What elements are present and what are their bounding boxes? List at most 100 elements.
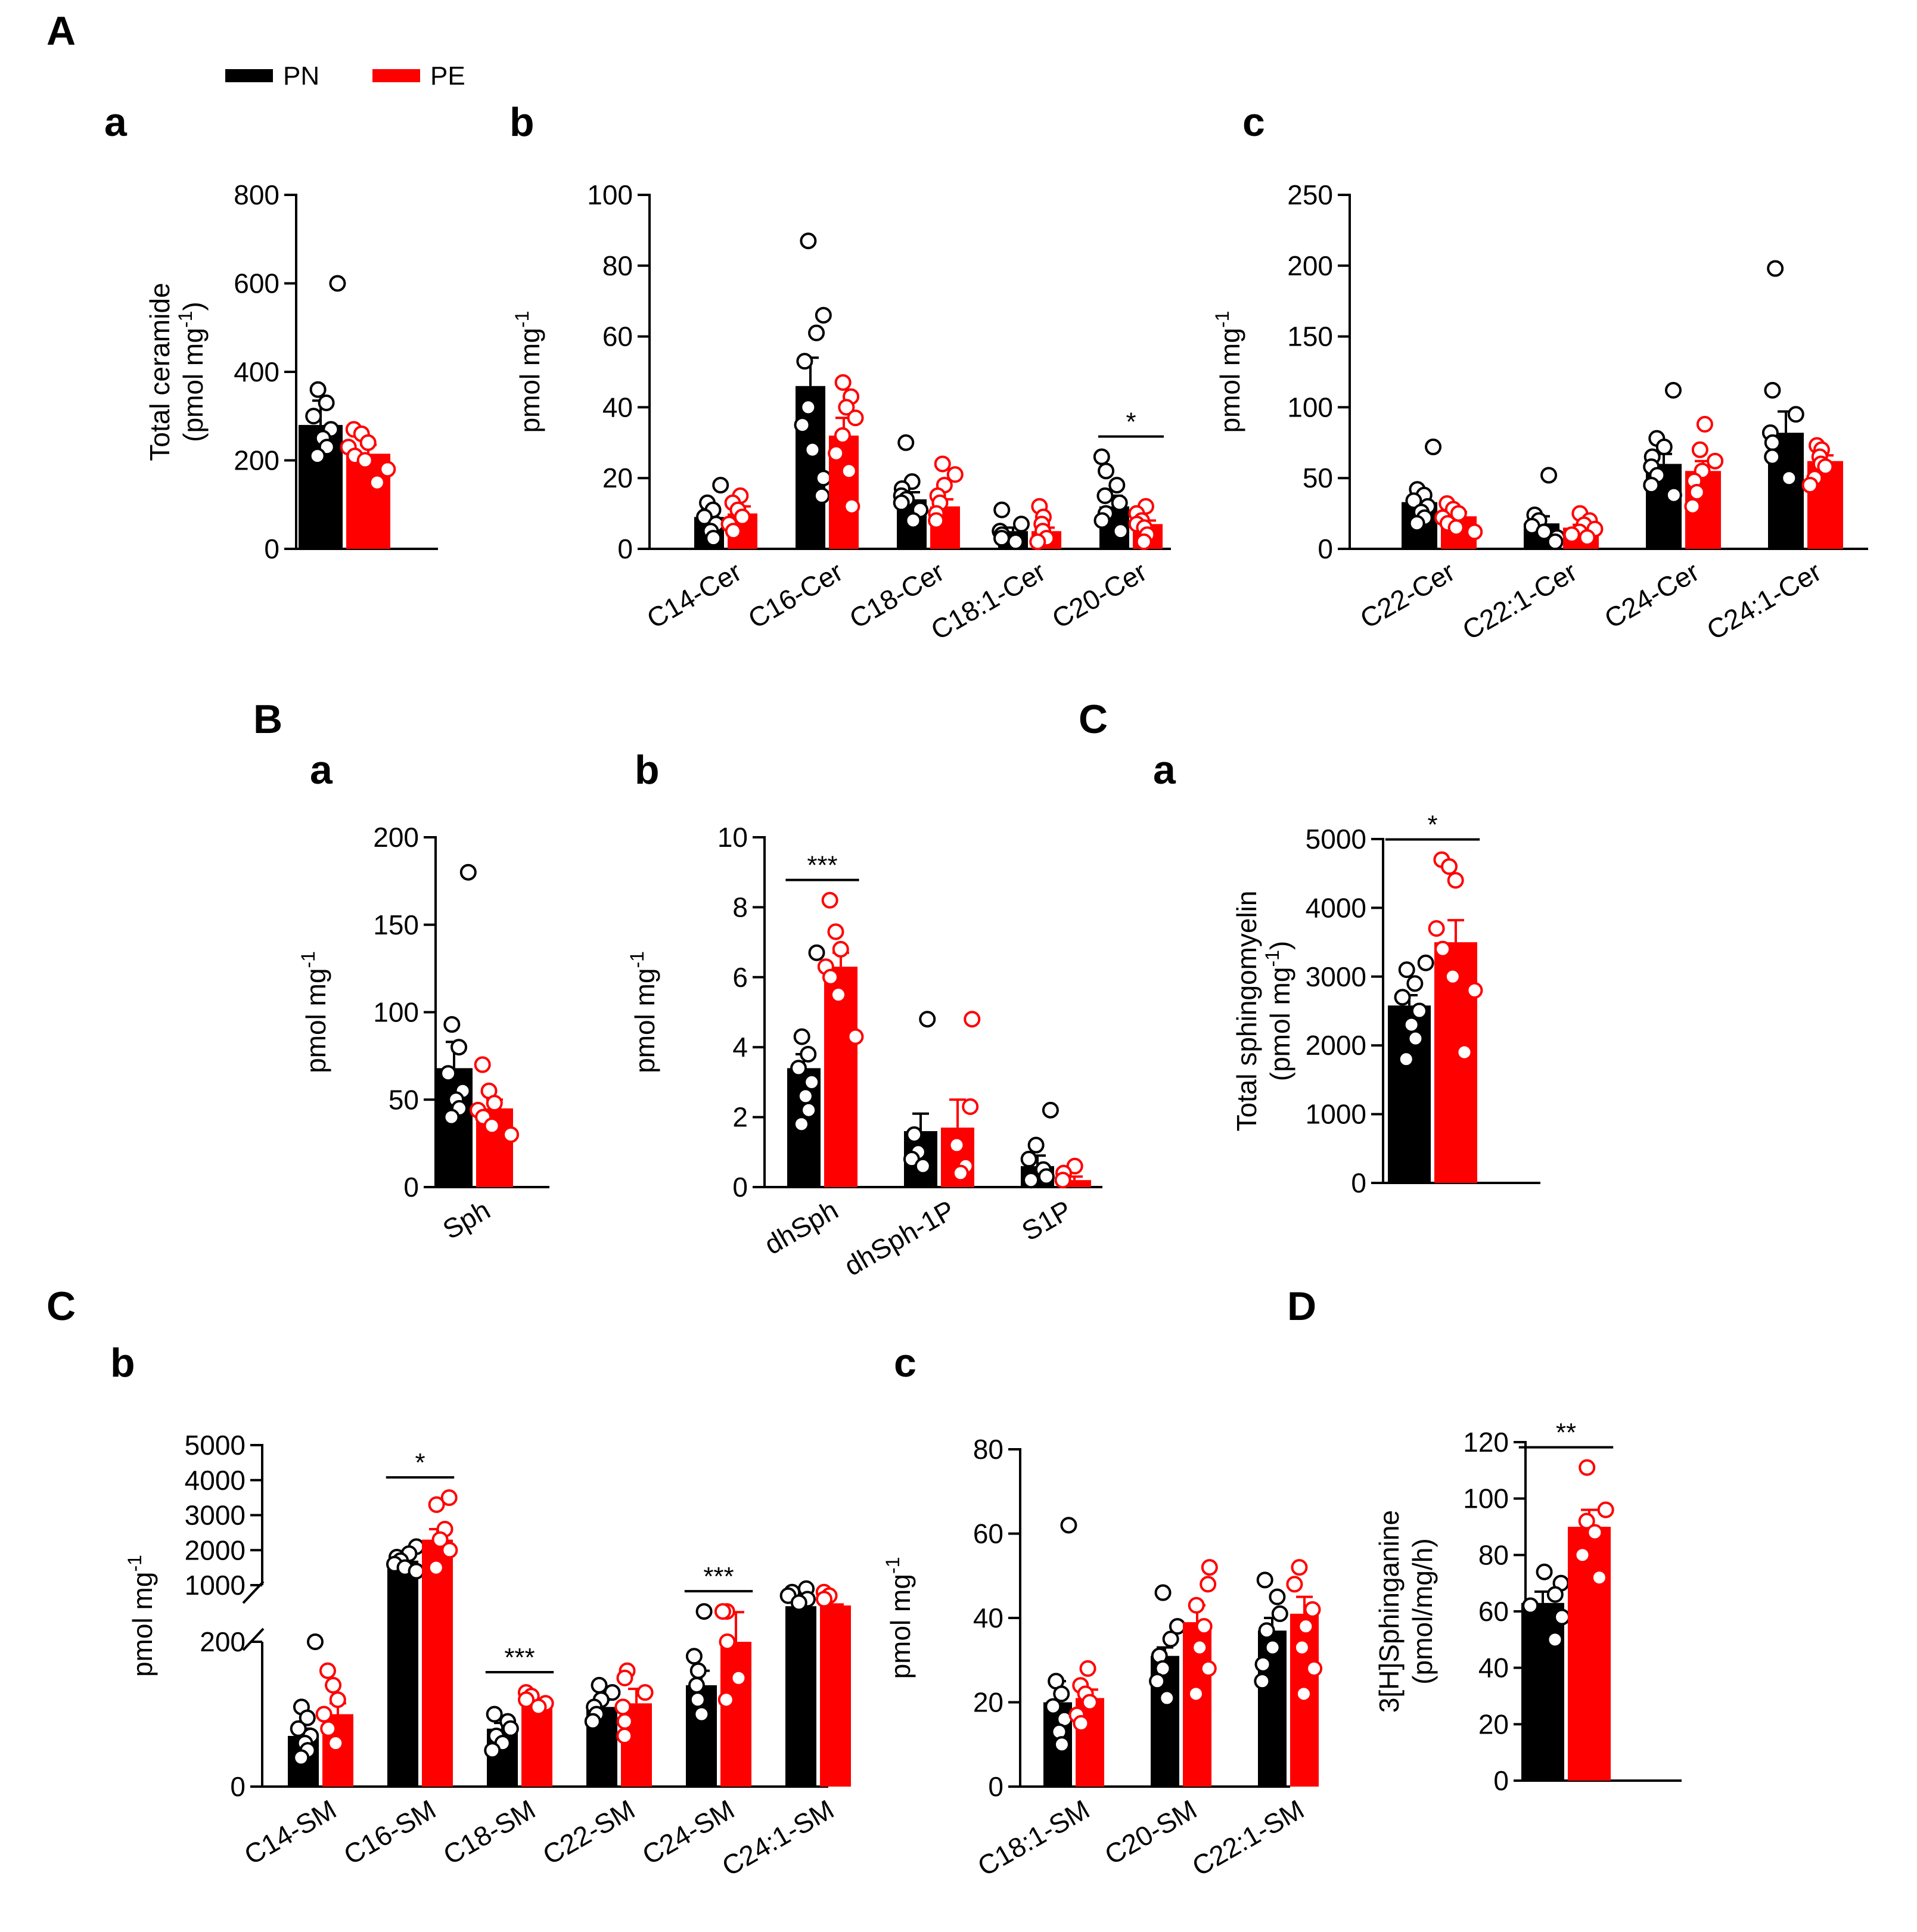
data-point-PN xyxy=(705,530,722,547)
data-point-PE xyxy=(616,1713,633,1730)
data-point-PE xyxy=(1563,526,1580,543)
data-point-PN xyxy=(906,1126,923,1143)
data-point-PN xyxy=(1023,1172,1040,1189)
data-point-PE xyxy=(928,512,945,529)
data-point-PE xyxy=(734,508,751,526)
data-point-PN xyxy=(306,1633,324,1650)
bar-PE-D xyxy=(1568,1527,1611,1781)
data-point-PN xyxy=(800,399,817,416)
data-point-PE xyxy=(1291,1559,1308,1576)
data-point-PN xyxy=(1764,434,1781,451)
data-point-PN xyxy=(1546,1586,1564,1603)
data-point-PN xyxy=(443,1016,461,1033)
data-point-PN xyxy=(790,1594,807,1611)
data-point-PE xyxy=(829,986,847,1004)
category-label: C18-SM xyxy=(438,1794,540,1871)
chart-Aa: 0 200 400 600 800 Total ceramide (pmol mg-1) xyxy=(144,179,438,564)
data-point-PE xyxy=(1447,519,1465,536)
y-tick-label: 0 xyxy=(1351,1167,1366,1198)
data-point-PN xyxy=(808,944,825,961)
data-point-PN xyxy=(1042,1101,1059,1119)
y-tick-label: 0 xyxy=(1318,533,1333,564)
bar-PE-S1P xyxy=(1058,1180,1091,1187)
data-point-PE xyxy=(518,1691,535,1709)
data-point-PE xyxy=(1073,1714,1090,1732)
y-tick-label: 200 xyxy=(200,1626,246,1657)
data-point-PN xyxy=(695,1603,713,1620)
data-point-PE xyxy=(1441,858,1458,875)
y-tick-label: 2000 xyxy=(1306,1030,1366,1061)
data-point-PN xyxy=(1403,1016,1420,1033)
y-tick-label: 80 xyxy=(602,250,633,281)
data-point-PN xyxy=(329,275,346,292)
category-label: C16-Cer xyxy=(742,556,848,635)
y-tick-label: 2 xyxy=(732,1102,748,1133)
data-point-PN xyxy=(290,1720,307,1737)
data-point-PE xyxy=(368,474,386,491)
data-point-PE xyxy=(1688,483,1705,501)
data-point-PN xyxy=(1060,1517,1077,1534)
y-axis-label-superscript: -1 xyxy=(124,1555,145,1571)
data-point-PN xyxy=(299,1709,316,1726)
data-point-PN xyxy=(1053,1685,1070,1703)
data-point-PE xyxy=(964,1011,981,1028)
data-point-PN xyxy=(484,1742,501,1759)
y-axis-label-D: 3[H]Sphinganine xyxy=(1374,1510,1405,1713)
panel-letter-C: C xyxy=(46,1284,76,1329)
y-axis-label-Ba: pmol mg-1 xyxy=(297,951,331,1073)
panel-letter-A-a: a xyxy=(104,100,128,145)
y-axis-unit-end: ) xyxy=(178,302,209,310)
data-point-PE xyxy=(1187,1685,1204,1703)
data-point-PN xyxy=(893,494,910,511)
data-point-PE xyxy=(1586,1524,1604,1541)
data-point-PE xyxy=(1691,441,1708,458)
y-axis-label-Ab: pmol mg-1 xyxy=(511,311,545,433)
data-point-PE xyxy=(1135,533,1152,551)
data-point-PE xyxy=(1304,1601,1321,1618)
y-tick-label: 200 xyxy=(373,822,419,853)
data-point-PE xyxy=(431,1531,449,1548)
data-point-PE xyxy=(1200,1660,1217,1677)
y-axis-unit-D: (pmol/mg/h) xyxy=(1407,1538,1438,1684)
data-point-PE xyxy=(962,1098,979,1115)
data-point-PN xyxy=(591,1676,608,1694)
data-point-PN xyxy=(1254,1673,1271,1690)
data-point-PE xyxy=(847,409,864,427)
data-point-PN xyxy=(440,1065,457,1082)
data-point-PN xyxy=(459,864,477,881)
y-tick-label: 0 xyxy=(403,1172,419,1203)
y-axis-label-Cb: pmol mg-1 xyxy=(124,1555,158,1677)
bar-PE-C24:1-SM xyxy=(820,1605,851,1787)
data-point-PN xyxy=(309,448,326,465)
data-point-PN xyxy=(1045,1698,1062,1715)
y-tick-label: 8 xyxy=(732,892,748,922)
data-point-PE xyxy=(1428,920,1445,937)
y-tick-label: 2000 xyxy=(185,1535,246,1566)
data-point-PN xyxy=(688,1676,705,1694)
data-point-PE xyxy=(1081,1694,1098,1711)
data-point-PE xyxy=(614,1698,632,1716)
data-point-PE xyxy=(1707,452,1724,470)
category-label: S1P xyxy=(1017,1194,1077,1247)
data-point-PE xyxy=(1579,1459,1596,1476)
data-point-PE xyxy=(834,374,852,391)
legend-label-PE: PE xyxy=(430,61,465,91)
category-label: C18:1-SM xyxy=(973,1794,1095,1883)
data-point-PE xyxy=(1195,1618,1213,1635)
panel-letter-C-b: b xyxy=(110,1340,135,1386)
data-point-PN xyxy=(793,1116,810,1133)
y-axis-unit-Aa: (pmol mg-1) xyxy=(175,302,209,442)
category-label: C22:1-SM xyxy=(1187,1794,1309,1883)
data-point-PE xyxy=(1579,529,1596,546)
y-tick-label: 60 xyxy=(602,321,633,352)
category-label: Sph xyxy=(437,1194,495,1245)
data-point-PN xyxy=(1258,1622,1275,1639)
y-tick-label: 600 xyxy=(234,268,279,299)
data-point-PE xyxy=(325,1676,342,1694)
data-point-PN xyxy=(905,512,922,529)
data-point-PE xyxy=(1029,533,1046,551)
y-tick-label: 40 xyxy=(602,392,633,423)
